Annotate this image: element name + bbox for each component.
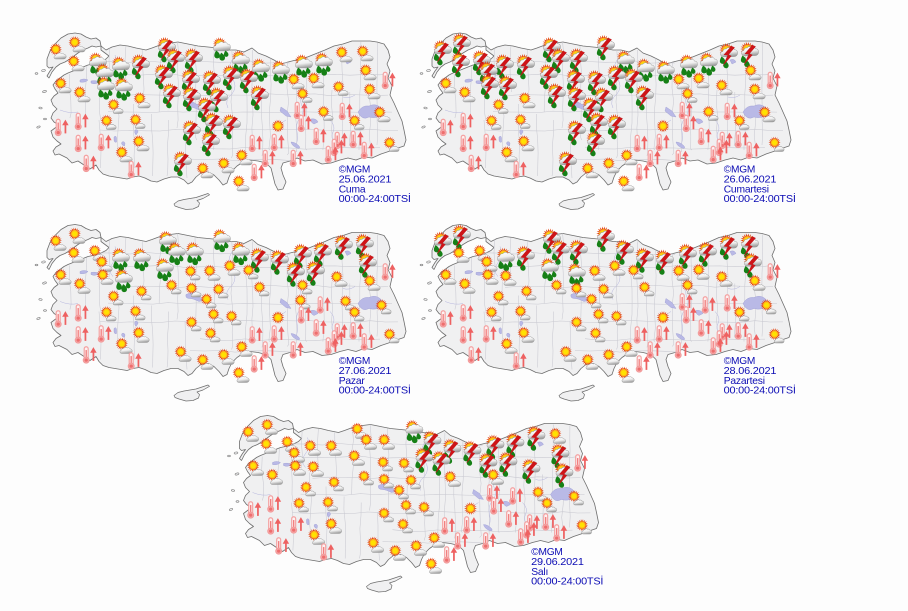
svg-text:00:00-24:00TSİ: 00:00-24:00TSİ <box>724 384 796 397</box>
svg-text:©MGM: ©MGM <box>724 356 756 367</box>
svg-text:25.06.2021: 25.06.2021 <box>339 175 392 186</box>
svg-text:©MGM: ©MGM <box>339 165 371 176</box>
svg-text:Pazar: Pazar <box>339 376 366 387</box>
svg-text:00:00-24:00TSİ: 00:00-24:00TSİ <box>724 192 796 205</box>
svg-text:28.06.2021: 28.06.2021 <box>724 366 777 377</box>
svg-text:©MGM: ©MGM <box>339 356 371 367</box>
svg-text:Cuma: Cuma <box>339 184 366 195</box>
svg-text:29.06.2021: 29.06.2021 <box>531 557 584 568</box>
svg-text:©MGM: ©MGM <box>724 165 756 176</box>
svg-text:27.06.2021: 27.06.2021 <box>339 366 392 377</box>
svg-text:©MGM: ©MGM <box>531 547 563 558</box>
svg-text:Salı: Salı <box>531 567 548 578</box>
svg-text:Pazartesi: Pazartesi <box>724 376 765 387</box>
svg-text:00:00-24:00TSİ: 00:00-24:00TSİ <box>339 384 411 397</box>
svg-text:Cumartesi: Cumartesi <box>724 184 769 195</box>
svg-text:00:00-24:00TSİ: 00:00-24:00TSİ <box>531 575 603 588</box>
svg-text:00:00-24:00TSİ: 00:00-24:00TSİ <box>339 192 411 205</box>
svg-text:26.06.2021: 26.06.2021 <box>724 175 777 186</box>
